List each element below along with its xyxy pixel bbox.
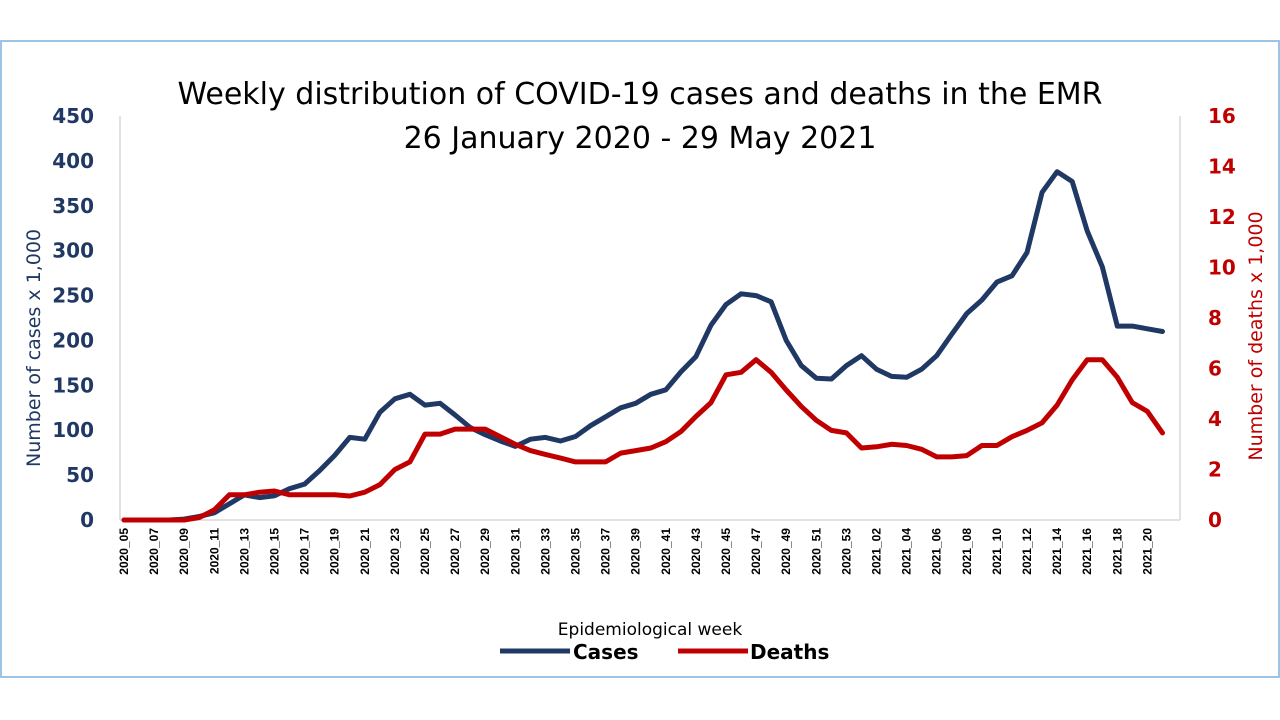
x-tick-2020_37: 2020_37 [599, 528, 613, 575]
x-tick-2020_33: 2020_33 [538, 528, 552, 575]
legend-label-deaths: Deaths [750, 640, 829, 664]
x-tick-2021_14: 2021_14 [1050, 528, 1064, 575]
x-tick-2020_47: 2020_47 [749, 528, 763, 575]
x-tick-2020_07: 2020_07 [147, 528, 161, 575]
y-tick-right-16: 16 [1208, 104, 1236, 128]
y-axis-left-title: Number of cases x 1,000 [23, 229, 45, 467]
x-tick-2021_08: 2021_08 [960, 528, 974, 575]
right-axis-ticks: 0 2 4 6 8 10 12 14 16 [1208, 104, 1236, 532]
x-tick-2020_43: 2020_43 [689, 528, 703, 575]
x-tick-2021_06: 2021_06 [930, 528, 944, 575]
x-tick-2020_39: 2020_39 [629, 528, 643, 575]
series-line-cases [121, 169, 1165, 523]
y-tick-left-0: 0 [80, 508, 94, 532]
left-axis-ticks: 0 50 100 150 200 250 300 350 400 450 [52, 104, 94, 532]
legend: Cases Deaths [500, 640, 829, 664]
x-tick-2020_21: 2020_21 [358, 528, 372, 575]
x-tick-2020_19: 2020_19 [328, 528, 342, 575]
chart-subtitle: 26 January 2020 - 29 May 2021 [404, 121, 877, 156]
x-tick-2021_10: 2021_10 [990, 528, 1004, 575]
x-tick-2020_29: 2020_29 [478, 528, 492, 575]
x-tick-2020_15: 2020_15 [268, 528, 282, 575]
x-tick-2020_23: 2020_23 [388, 528, 402, 575]
x-tick-2021_12: 2021_12 [1020, 528, 1034, 575]
x-tick-2020_25: 2020_25 [418, 528, 432, 575]
x-tick-2021_02: 2021_02 [870, 528, 884, 575]
y-tick-left-150: 150 [52, 373, 94, 397]
y-tick-right-12: 12 [1208, 205, 1236, 229]
x-tick-2020_51: 2020_51 [809, 528, 823, 575]
x-tick-2021_18: 2021_18 [1110, 528, 1124, 575]
y-tick-left-450: 450 [52, 104, 94, 128]
series-line-deaths [121, 357, 1165, 523]
legend-label-cases: Cases [573, 640, 639, 664]
x-tick-2020_49: 2020_49 [779, 528, 793, 575]
y-tick-left-400: 400 [52, 149, 94, 173]
x-axis-title: Epidemiological week [558, 620, 743, 640]
y-tick-left-250: 250 [52, 284, 94, 308]
x-tick-2021_04: 2021_04 [900, 528, 914, 575]
x-tick-2020_11: 2020_11 [207, 528, 221, 574]
chart-title: Weekly distribution of COVID-19 cases an… [177, 77, 1102, 112]
x-tick-2020_31: 2020_31 [508, 528, 522, 575]
chart-frame: Weekly distribution of COVID-19 cases an… [0, 40, 1280, 678]
y-axis-right-title: Number of deaths x 1,000 [1245, 211, 1267, 460]
x-tick-2020_13: 2020_13 [237, 528, 251, 575]
y-tick-left-350: 350 [52, 194, 94, 218]
x-tick-2020_45: 2020_45 [719, 528, 733, 575]
x-tick-2021_20: 2021_20 [1140, 528, 1154, 575]
y-tick-left-300: 300 [52, 239, 94, 263]
x-tick-2020_05: 2020_05 [117, 528, 131, 575]
y-tick-left-200: 200 [52, 328, 94, 352]
x-tick-2020_35: 2020_35 [569, 528, 583, 575]
x-tick-2021_16: 2021_16 [1080, 528, 1094, 575]
y-tick-right-14: 14 [1208, 155, 1236, 179]
y-tick-right-10: 10 [1208, 256, 1236, 280]
y-tick-right-2: 2 [1208, 458, 1222, 482]
x-axis-ticks: 2020_05 2020_07 2020_09 2020_11 2020_13 2020_… [117, 528, 1154, 575]
x-tick-2020_17: 2020_17 [298, 528, 312, 575]
x-tick-2020_27: 2020_27 [448, 528, 462, 575]
x-tick-2020_53: 2020_53 [839, 528, 853, 575]
y-tick-left-100: 100 [52, 418, 94, 442]
x-tick-2020_41: 2020_41 [659, 528, 673, 575]
x-tick-2020_09: 2020_09 [177, 528, 191, 575]
y-tick-left-50: 50 [66, 463, 94, 487]
chart-svg: Weekly distribution of COVID-19 cases an… [23, 77, 1267, 664]
y-tick-right-6: 6 [1208, 357, 1222, 381]
y-tick-right-4: 4 [1208, 407, 1222, 431]
y-tick-right-8: 8 [1208, 306, 1222, 330]
y-tick-right-0: 0 [1208, 508, 1222, 532]
